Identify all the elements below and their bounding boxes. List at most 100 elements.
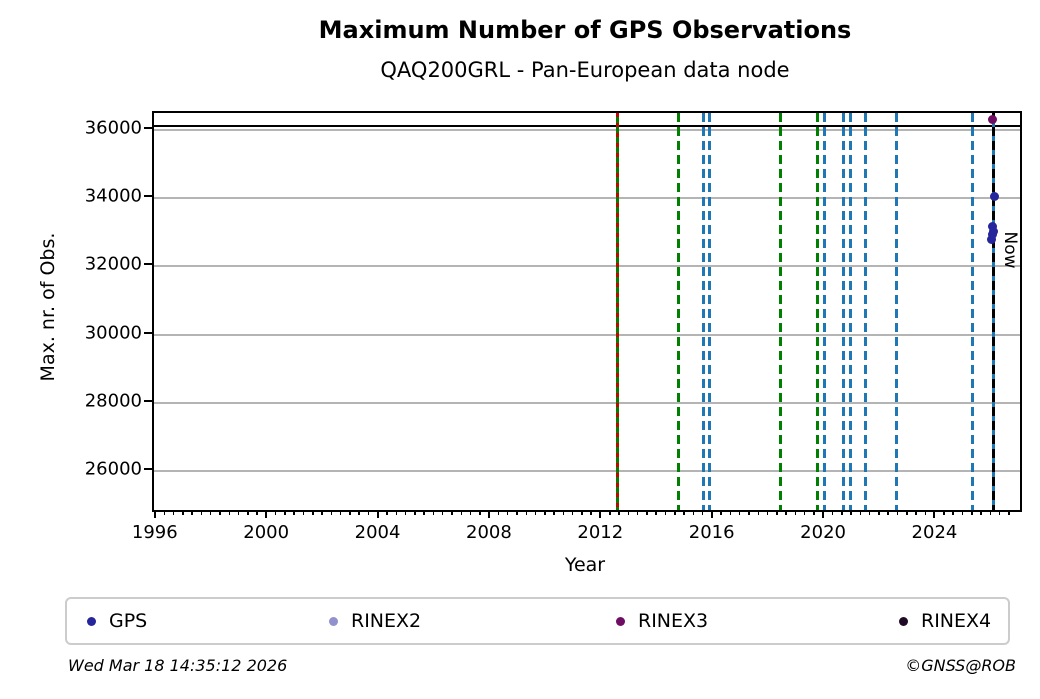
x-minor-tick-mark bbox=[479, 510, 481, 515]
x-minor-tick-mark bbox=[349, 510, 351, 515]
x-minor-tick-mark bbox=[794, 510, 797, 515]
x-minor-tick-mark bbox=[971, 510, 973, 515]
event-line-base bbox=[676, 113, 680, 510]
x-minor-tick-mark bbox=[748, 510, 750, 515]
legend-item-rinex2: RINEX2 bbox=[329, 599, 421, 643]
receiver-change-line bbox=[816, 113, 820, 510]
x-minor-tick-mark bbox=[674, 510, 676, 515]
y-gridline bbox=[154, 265, 1020, 268]
x-tick-mark bbox=[933, 510, 936, 518]
y-gridline bbox=[154, 333, 1020, 336]
x-minor-tick-mark bbox=[776, 510, 778, 515]
x-minor-tick-mark bbox=[813, 510, 815, 515]
x-minor-tick-mark bbox=[646, 510, 648, 515]
event-line-base bbox=[863, 113, 867, 510]
data-point-rinex3 bbox=[987, 114, 997, 124]
x-minor-tick-mark bbox=[692, 510, 695, 515]
x-minor-tick-mark bbox=[209, 510, 212, 515]
x-minor-tick-mark bbox=[423, 510, 425, 515]
x-minor-tick-mark bbox=[432, 510, 435, 515]
x-minor-tick-mark bbox=[274, 510, 277, 515]
legend-marker-gps bbox=[87, 616, 96, 626]
receiver-antenna-change-line bbox=[615, 113, 619, 510]
firmware-change-line bbox=[842, 113, 846, 510]
x-minor-tick-mark bbox=[414, 510, 416, 515]
y-tick-label: 32000 bbox=[84, 253, 142, 275]
x-minor-tick-mark bbox=[943, 510, 945, 515]
event-line-base bbox=[779, 113, 783, 510]
x-minor-tick-mark bbox=[330, 510, 333, 515]
legend-marker-rinex2 bbox=[329, 616, 338, 626]
y-tick-mark bbox=[144, 331, 152, 334]
now-annotation: Now bbox=[1000, 231, 1021, 269]
event-line-base bbox=[971, 113, 975, 510]
event-line-base bbox=[849, 113, 853, 510]
x-minor-tick-mark bbox=[581, 510, 583, 515]
x-minor-tick-mark bbox=[544, 510, 546, 515]
x-minor-tick-mark bbox=[785, 510, 787, 515]
legend-marker-rinex4 bbox=[899, 616, 908, 626]
x-tick-label: 2024 bbox=[911, 522, 958, 543]
x-tick-label: 2012 bbox=[577, 522, 624, 543]
y-tick-label: 30000 bbox=[84, 322, 142, 343]
x-minor-tick-mark bbox=[831, 510, 834, 515]
data-point-gps bbox=[988, 221, 998, 231]
receiver-change-line bbox=[676, 113, 680, 510]
legend-item-rinex4: RINEX4 bbox=[899, 599, 991, 643]
x-minor-tick-mark bbox=[664, 510, 667, 515]
x-minor-tick-mark bbox=[163, 510, 166, 515]
data-point-gps bbox=[988, 230, 998, 240]
x-tick-label: 1996 bbox=[131, 522, 178, 543]
x-minor-tick-mark bbox=[302, 510, 305, 515]
legend-label: RINEX4 bbox=[921, 610, 992, 632]
firmware-change-line bbox=[894, 113, 898, 510]
x-minor-tick-mark bbox=[683, 510, 685, 515]
firmware-change-line bbox=[863, 113, 867, 510]
x-minor-tick-mark bbox=[534, 510, 537, 515]
x-minor-tick-mark bbox=[961, 510, 964, 515]
x-minor-tick-mark bbox=[386, 510, 388, 515]
legend-item-rinex3: RINEX3 bbox=[616, 599, 708, 643]
y-tick-label: 36000 bbox=[84, 117, 142, 139]
x-minor-tick-mark bbox=[850, 510, 852, 515]
x-tick-mark bbox=[599, 510, 602, 518]
x-minor-tick-mark bbox=[525, 510, 528, 515]
x-minor-tick-mark bbox=[878, 510, 880, 515]
x-tick-label: 2020 bbox=[800, 522, 846, 543]
x-minor-tick-mark bbox=[284, 510, 286, 515]
x-minor-tick-mark bbox=[738, 510, 741, 515]
x-tick-mark bbox=[487, 510, 490, 518]
x-minor-tick-mark bbox=[915, 510, 917, 515]
event-line-base bbox=[894, 113, 898, 510]
x-minor-tick-mark bbox=[841, 510, 843, 515]
chart-subtitle: QAQ200GRL - Pan-European data node bbox=[380, 58, 790, 82]
y-gridline bbox=[154, 401, 1020, 404]
plot-timestamp: Wed Mar 18 14:35:12 2026 bbox=[68, 656, 288, 675]
firmware-change-line bbox=[971, 113, 975, 510]
x-tick-mark bbox=[710, 510, 713, 518]
x-minor-tick-mark bbox=[998, 510, 1001, 515]
x-minor-tick-mark bbox=[1008, 510, 1010, 515]
x-minor-tick-mark bbox=[636, 510, 639, 515]
x-tick-label: 2016 bbox=[688, 522, 735, 543]
copyright-credit: ©GNSS@ROB bbox=[905, 656, 1016, 675]
x-minor-tick-mark bbox=[803, 510, 806, 515]
legend-marker-rinex3 bbox=[616, 616, 625, 626]
x-minor-tick-mark bbox=[887, 510, 889, 515]
x-minor-tick-mark bbox=[924, 510, 927, 515]
x-minor-tick-mark bbox=[896, 510, 899, 515]
event-line-base bbox=[708, 113, 712, 510]
x-minor-tick-mark bbox=[571, 510, 574, 515]
x-tick-mark bbox=[153, 510, 156, 518]
x-minor-tick-mark bbox=[460, 510, 463, 515]
plot-area: Now bbox=[152, 111, 1022, 512]
y-tick-mark bbox=[144, 195, 152, 198]
event-line-base bbox=[842, 113, 846, 510]
x-minor-tick-mark bbox=[367, 510, 370, 515]
data-point-gps bbox=[989, 191, 999, 201]
x-minor-tick-mark bbox=[720, 510, 722, 515]
x-tick-mark bbox=[265, 510, 268, 518]
x-minor-tick-mark bbox=[562, 510, 565, 515]
firmware-change-line bbox=[849, 113, 853, 510]
x-minor-tick-mark bbox=[497, 510, 500, 515]
